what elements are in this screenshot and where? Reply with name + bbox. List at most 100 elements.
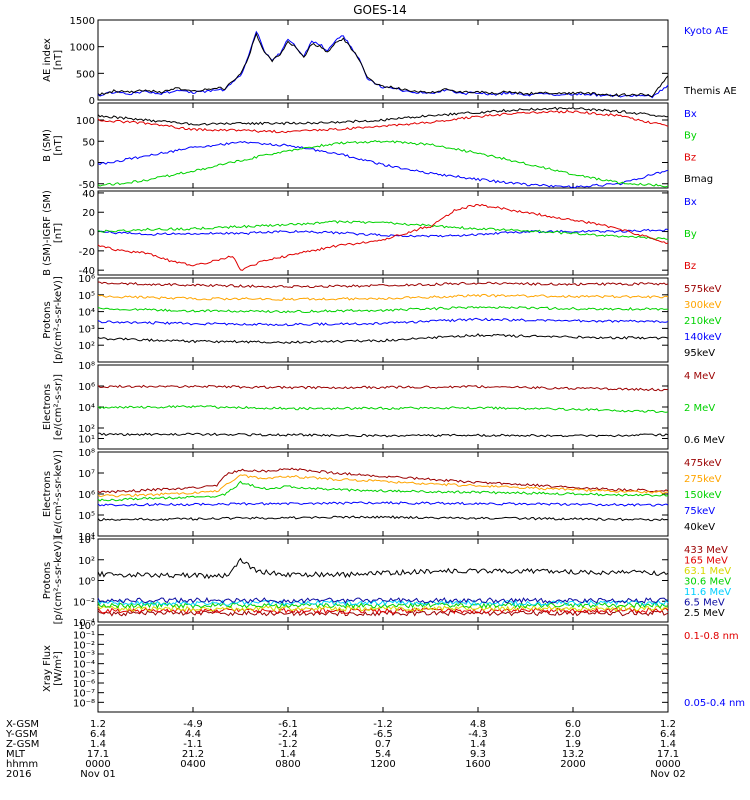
- legend-entry: 2.5 MeV: [684, 608, 725, 619]
- legend-entry: 475keV: [684, 458, 722, 469]
- x-axis-tick-label: 5.4: [375, 749, 391, 760]
- series-line-63-1-mev: [97, 605, 669, 612]
- legend-entry: Kyoto AE: [684, 26, 728, 37]
- y-tick-label: 1000: [70, 43, 95, 54]
- y-tick-label: 10⁻⁵: [73, 669, 95, 680]
- x-axis-tick-label: 6.4: [90, 729, 106, 740]
- legend-entry: 30.6 MeV: [684, 577, 731, 588]
- y-tick-label: 10⁶: [78, 382, 95, 393]
- y-tick-label: 40: [82, 189, 95, 200]
- y-axis-label: [e/(cm²-s-sr-keV)]: [53, 450, 64, 538]
- x-axis-tick-label: Nov 01: [80, 769, 115, 780]
- y-axis-label: [p/(cm²-s-sr-keV)]: [53, 276, 64, 364]
- series-line-75kev: [97, 500, 669, 507]
- y-tick-label: 10⁻¹: [73, 631, 95, 642]
- series-line-bmag: [97, 106, 669, 126]
- x-axis-tick-label: 6.4: [660, 729, 676, 740]
- legend-entry: By: [684, 229, 697, 240]
- x-axis-row-label: Y-GSM: [5, 729, 38, 740]
- series-line-300kev: [97, 293, 669, 301]
- legend-entry: 165 MeV: [684, 556, 728, 567]
- series-line-40kev: [97, 515, 669, 522]
- series-line-2-mev: [97, 405, 669, 414]
- y-tick-label: 10⁷: [78, 469, 95, 480]
- series-line-0-6-mev: [97, 432, 669, 438]
- panel-ae: 0 500 1000 1500 AE index [nT] Kyoto AE Themis A…: [42, 16, 737, 107]
- x-axis-tick-label: 1.2: [660, 719, 676, 730]
- y-axis-label: Protons: [42, 562, 53, 599]
- x-axis-tick-label: 0800: [275, 759, 300, 770]
- x-axis-tick-label: Nov 02: [650, 769, 685, 780]
- y-tick-label: 10⁸: [78, 448, 95, 459]
- panel-frame: [97, 364, 669, 450]
- y-axis-label: Electrons: [42, 471, 53, 517]
- legend-entry: 140keV: [684, 332, 722, 343]
- legend-entry: 275keV: [684, 474, 722, 485]
- legend-entry: 6.5 MeV: [684, 598, 725, 609]
- x-axis-tick-label: 6.0: [565, 719, 581, 730]
- y-tick-label: 10⁶: [78, 490, 95, 501]
- series-line-275kev: [97, 474, 669, 498]
- y-tick-label: 10⁵: [78, 511, 95, 522]
- legend-entry: Bz: [684, 152, 696, 163]
- series-line-themis-ae: [97, 32, 669, 98]
- y-tick-label: 0: [89, 159, 95, 170]
- x-axis-tick-label: 17.1: [657, 749, 679, 760]
- legend-entry: 0.05-0.4 nm: [684, 698, 745, 709]
- legend-entry: 433 MeV: [684, 545, 728, 556]
- y-tick-label: 10⁻⁴: [73, 660, 95, 671]
- y-tick-label: 10²: [78, 556, 95, 567]
- x-axis-tick-label: 1.4: [470, 739, 486, 750]
- panel-frame: [97, 451, 669, 537]
- legend-entry: 95keV: [684, 348, 715, 359]
- x-axis-tick-label: 1200: [370, 759, 395, 770]
- x-axis-tick-label: 21.2: [182, 749, 204, 760]
- x-axis-tick-label: 17.1: [87, 749, 109, 760]
- legend-entry: 0.1-0.8 nm: [684, 631, 739, 642]
- y-tick-label: 10⁴: [78, 535, 95, 546]
- legend-entry: 40keV: [684, 522, 715, 533]
- y-axis-label: [W/m²]: [53, 651, 64, 686]
- x-axis-tick-label: 1.4: [280, 749, 296, 760]
- y-tick-label: -50: [79, 180, 95, 191]
- legend-entry: 11.6 MeV: [684, 587, 731, 598]
- y-tick-label: 10²: [78, 341, 95, 352]
- y-tick-label: 10⁴: [78, 308, 95, 319]
- y-axis-label: B (SM)-IGRF (SM): [42, 190, 53, 276]
- series-line-475kev: [97, 467, 669, 494]
- x-axis-tick-label: -1.2: [278, 739, 298, 750]
- legend-entry: Bx: [684, 197, 697, 208]
- legend-entry: Themis AE: [683, 86, 737, 97]
- x-axis-tick-label: 2000: [560, 759, 585, 770]
- x-axis-tick-label: 1600: [465, 759, 490, 770]
- legend-entry: 150keV: [684, 490, 722, 501]
- legend-entry: 2 MeV: [684, 403, 715, 414]
- x-axis-tick-label: 4.8: [470, 719, 486, 730]
- y-axis-label: AE index: [42, 38, 53, 82]
- series-line-150kev: [97, 480, 669, 502]
- x-axis-tick-label: 4.4: [185, 729, 201, 740]
- legend-entry: 575keV: [684, 284, 722, 295]
- legend-entry: 63.1 MeV: [684, 566, 731, 577]
- y-tick-label: 10⁸: [78, 361, 95, 372]
- legend-entry: Bmag: [684, 174, 713, 185]
- x-axis-tick-label: 0000: [85, 759, 110, 770]
- y-tick-label: 10²: [78, 424, 95, 435]
- series-line-bz: [97, 109, 669, 134]
- y-axis-label: Protons: [42, 301, 53, 338]
- x-axis-tick-label: 9.3: [470, 749, 486, 760]
- series-line-95kev: [97, 333, 669, 344]
- legend-entry: 300keV: [684, 300, 722, 311]
- x-axis-row-label: MLT: [6, 749, 26, 760]
- x-axis-tick-label: 0000: [655, 759, 680, 770]
- y-axis-label: [p/(cm²-s-sr-keV)]: [53, 537, 64, 625]
- y-tick-label: 500: [76, 69, 95, 80]
- series-line-kyoto-ae: [97, 30, 669, 99]
- x-axis-tick-label: -4.3: [468, 729, 488, 740]
- panel-frame: [97, 624, 669, 713]
- legend-entry: 75keV: [684, 506, 715, 517]
- x-axis-tick-label: 2.0: [565, 729, 581, 740]
